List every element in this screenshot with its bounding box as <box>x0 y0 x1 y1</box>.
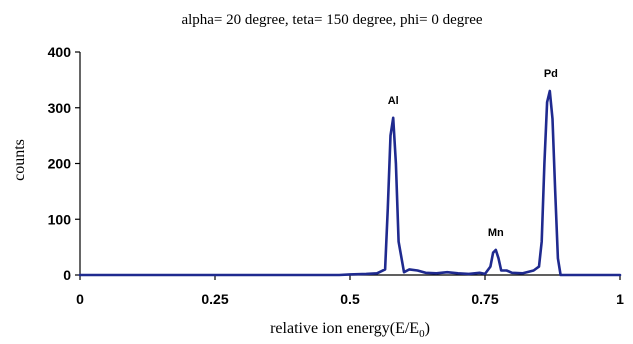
y-axis-label: counts <box>11 139 28 181</box>
ticks <box>75 51 621 280</box>
y-tick-label: 100 <box>48 211 72 227</box>
peak-label-al: Al <box>388 95 399 107</box>
series-line-0 <box>78 89 622 277</box>
chart-title: alpha= 20 degree, teta= 150 degree, phi=… <box>181 12 482 28</box>
y-tick-label: 200 <box>48 156 72 172</box>
axes <box>79 52 620 276</box>
y-tick-label: 300 <box>48 100 72 116</box>
x-tick-label: 0.75 <box>471 291 498 307</box>
tick-labels: 0 100 200 300 400 0 0.25 0.5 0.75 1 <box>48 44 624 307</box>
y-tick-label: 400 <box>48 44 72 60</box>
y-tick-label: 0 <box>63 267 71 283</box>
x-tick-label: 0.25 <box>201 291 228 307</box>
x-axis-label: relative ion energy(E/E0) <box>270 320 430 340</box>
annotations: Al Mn Pd <box>388 68 558 239</box>
x-tick-label: 0.5 <box>340 291 360 307</box>
y-axis-label-wrap: counts <box>11 139 28 181</box>
x-axis-label-main: relative ion energy(E/E <box>270 320 419 337</box>
x-tick-label: 0 <box>76 291 84 307</box>
series <box>78 89 622 277</box>
x-axis-label-subscript: 0 <box>419 328 425 340</box>
x-axis-label-suffix: ) <box>425 320 430 337</box>
peak-label-pd: Pd <box>544 68 558 80</box>
peak-label-mn: Mn <box>488 227 504 239</box>
x-tick-label: 1 <box>616 291 624 307</box>
